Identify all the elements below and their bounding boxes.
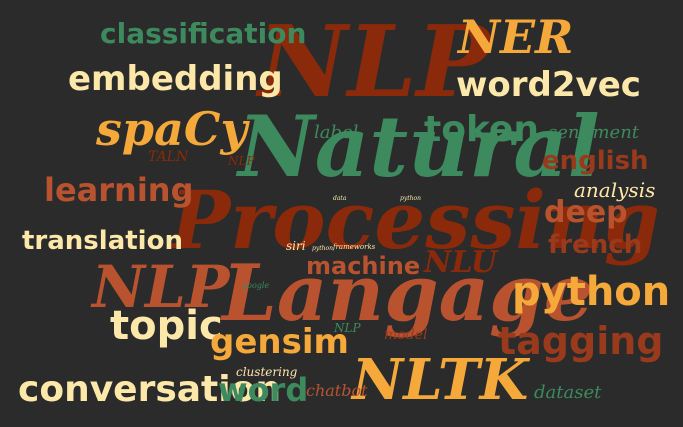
word-nlu: NLU: [424, 245, 498, 280]
word-natural: Natural: [238, 97, 600, 196]
word-translation: translation: [22, 226, 183, 256]
word-python-tiny: python: [400, 195, 421, 202]
word-data: data: [333, 195, 347, 202]
word-label: label: [314, 122, 359, 143]
word-langage: Langage: [222, 248, 594, 339]
word-python-small: python: [312, 245, 333, 252]
word-token: token: [424, 109, 539, 150]
word-python: python: [512, 269, 671, 315]
word-word: word: [218, 371, 309, 409]
word-frameworks: frameworks: [333, 243, 376, 251]
word-embedding: embedding: [68, 59, 283, 99]
word-tagging: tagging: [498, 319, 664, 363]
word-nlp-large: NLP: [258, 5, 491, 120]
word-google: google: [242, 281, 270, 290]
word-chatbot: chatbot: [306, 381, 368, 400]
word-spacy: spaCy: [96, 102, 248, 156]
word-machine: machine: [306, 252, 421, 280]
word-french: french: [548, 230, 643, 260]
word-siri: siri: [286, 239, 306, 253]
word-nlp-medium: NLP: [92, 253, 230, 321]
word-clustering: clustering: [236, 365, 298, 379]
word-english: english: [542, 146, 649, 176]
word-nltk: NLTK: [352, 347, 529, 413]
word-learning: learning: [44, 171, 194, 209]
word-gensim: gensim: [210, 322, 349, 362]
word-deep: deep: [544, 195, 628, 230]
word-sentiment: sentiment: [548, 122, 640, 143]
word-analysis: analysis: [574, 178, 656, 202]
word-classification: classification: [100, 17, 307, 50]
word-nlp-small-1: NLP: [228, 154, 255, 168]
word-topic: topic: [110, 303, 223, 349]
word-conversation: conversation: [18, 369, 281, 410]
word-processing: Processing: [170, 173, 660, 267]
word-model: model: [384, 327, 428, 343]
word-ner: NER: [458, 10, 574, 64]
word-word2vec: word2vec: [456, 65, 641, 105]
word-taln: TALN: [148, 149, 189, 165]
word-nlp-small-2: NLP: [334, 321, 361, 335]
word-dataset: dataset: [534, 382, 602, 403]
